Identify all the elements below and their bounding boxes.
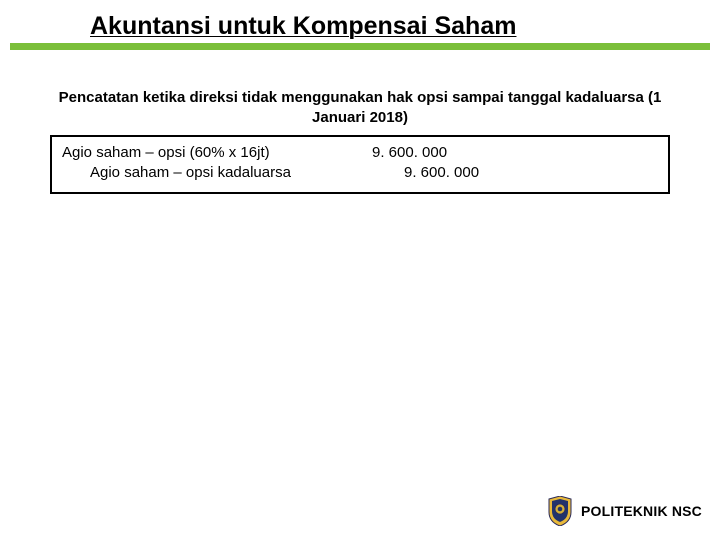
subtitle: Pencatatan ketika direksi tidak mengguna… — [50, 88, 670, 127]
institution-name: POLITEKNIK NSC — [581, 503, 702, 519]
entry-label: Agio saham – opsi (60% x 16jt) — [62, 143, 372, 163]
journal-entry-box: Agio saham – opsi (60% x 16jt) 9. 600. 0… — [50, 135, 670, 194]
institution-logo-icon — [547, 496, 573, 526]
entry-amount: 9. 600. 000 — [372, 143, 447, 163]
entry-label: Agio saham – opsi kadaluarsa — [62, 163, 372, 183]
table-row: Agio saham – opsi (60% x 16jt) 9. 600. 0… — [62, 143, 658, 163]
page-title: Akuntansi untuk Kompensai Saham — [90, 12, 516, 40]
entry-amount: 9. 600. 000 — [372, 163, 479, 183]
footer: POLITEKNIK NSC — [547, 496, 702, 526]
accent-bar — [10, 43, 710, 50]
table-row: Agio saham – opsi kadaluarsa 9. 600. 000 — [62, 163, 658, 183]
